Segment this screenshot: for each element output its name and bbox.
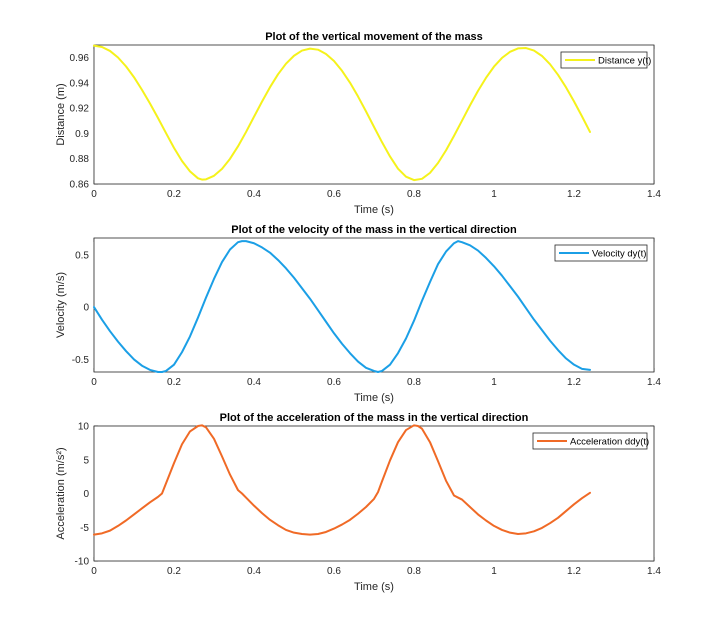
x-tick-label: 0.6 bbox=[327, 377, 341, 388]
y-tick-label: 0.9 bbox=[75, 129, 89, 140]
distance-plot: 0 0.2 0.4 0.6 0.8 1 1.2 1.4 0.86 0.88 0.9 0.92 0.94 0… bbox=[55, 31, 661, 216]
legend-box bbox=[532, 432, 648, 450]
legend-label: Velocity dy(t) bbox=[592, 249, 646, 260]
legend-label: Distance y(t) bbox=[598, 56, 651, 67]
legend: Acceleration ddy(t) bbox=[532, 432, 649, 450]
legend-box bbox=[554, 244, 648, 262]
y-tick-label: 0 bbox=[83, 489, 89, 500]
legend: Distance y(t) bbox=[560, 51, 651, 69]
x-tick-label: 0.2 bbox=[167, 377, 181, 388]
legend-label: Acceleration ddy(t) bbox=[570, 437, 649, 448]
legend-box bbox=[560, 51, 648, 69]
y-tick-label: 0.86 bbox=[70, 180, 90, 191]
y-tick-label: 0.88 bbox=[70, 154, 90, 165]
x-tick-label: 1 bbox=[491, 566, 497, 577]
y-axis-label: Distance (m) bbox=[55, 83, 67, 145]
x-axis-label: Time (s) bbox=[354, 392, 394, 404]
x-tick-label: 0.4 bbox=[247, 566, 261, 577]
x-tick-label: 0.6 bbox=[327, 566, 341, 577]
x-tick-label: 1.4 bbox=[647, 377, 661, 388]
x-axis-label: Time (s) bbox=[354, 581, 394, 593]
x-tick-label: 0 bbox=[91, 189, 97, 200]
x-tick-label: 0.4 bbox=[247, 377, 261, 388]
x-tick-label: 0.8 bbox=[407, 566, 421, 577]
y-tick-label: -0.5 bbox=[72, 355, 90, 366]
x-axis-label: Time (s) bbox=[354, 204, 394, 216]
x-tick-label: 0.8 bbox=[407, 189, 421, 200]
acceleration-series-line bbox=[93, 424, 591, 536]
y-tick-label: 0.94 bbox=[70, 78, 90, 89]
x-tick-label: 1.2 bbox=[567, 377, 581, 388]
chart-title: Plot of the velocity of the mass in the … bbox=[231, 224, 517, 236]
y-tick-label: 0.92 bbox=[70, 104, 90, 115]
x-tick-label: 1.2 bbox=[567, 189, 581, 200]
y-tick-label: 0 bbox=[83, 303, 89, 314]
velocity-series-line bbox=[93, 240, 591, 373]
chart-title: Plot of the acceleration of the mass in … bbox=[220, 412, 529, 424]
y-tick-label: 0.96 bbox=[70, 53, 90, 64]
x-tick-label: 1 bbox=[491, 189, 497, 200]
x-tick-label: 0.2 bbox=[167, 189, 181, 200]
x-tick-label: 0.8 bbox=[407, 377, 421, 388]
x-tick-label: 1.2 bbox=[567, 566, 581, 577]
y-tick-label: -10 bbox=[75, 557, 90, 568]
x-tick-label: 0 bbox=[91, 566, 97, 577]
y-tick-label: 0.5 bbox=[75, 250, 89, 261]
y-tick-label: -5 bbox=[80, 523, 89, 534]
acceleration-plot: 0 0.2 0.4 0.6 0.8 1 1.2 1.4 -10 -5 0 5 10 Plot of the… bbox=[55, 412, 661, 593]
x-tick-label: 0.4 bbox=[247, 189, 261, 200]
y-axis-label: Acceleration (m/s²) bbox=[55, 447, 67, 539]
x-tick-label: 0 bbox=[91, 377, 97, 388]
x-tick-label: 1.4 bbox=[647, 566, 661, 577]
chart-title: Plot of the vertical movement of the mas… bbox=[265, 31, 483, 43]
y-tick-label: 5 bbox=[83, 455, 89, 466]
x-tick-label: 0.2 bbox=[167, 566, 181, 577]
y-tick-label: 10 bbox=[78, 422, 90, 433]
x-tick-label: 1 bbox=[491, 377, 497, 388]
legend: Velocity dy(t) bbox=[554, 244, 648, 262]
y-axis-label: Velocity (m/s) bbox=[55, 272, 67, 338]
x-tick-label: 0.6 bbox=[327, 189, 341, 200]
x-tick-label: 1.4 bbox=[647, 189, 661, 200]
distance-series-line bbox=[93, 44, 591, 182]
